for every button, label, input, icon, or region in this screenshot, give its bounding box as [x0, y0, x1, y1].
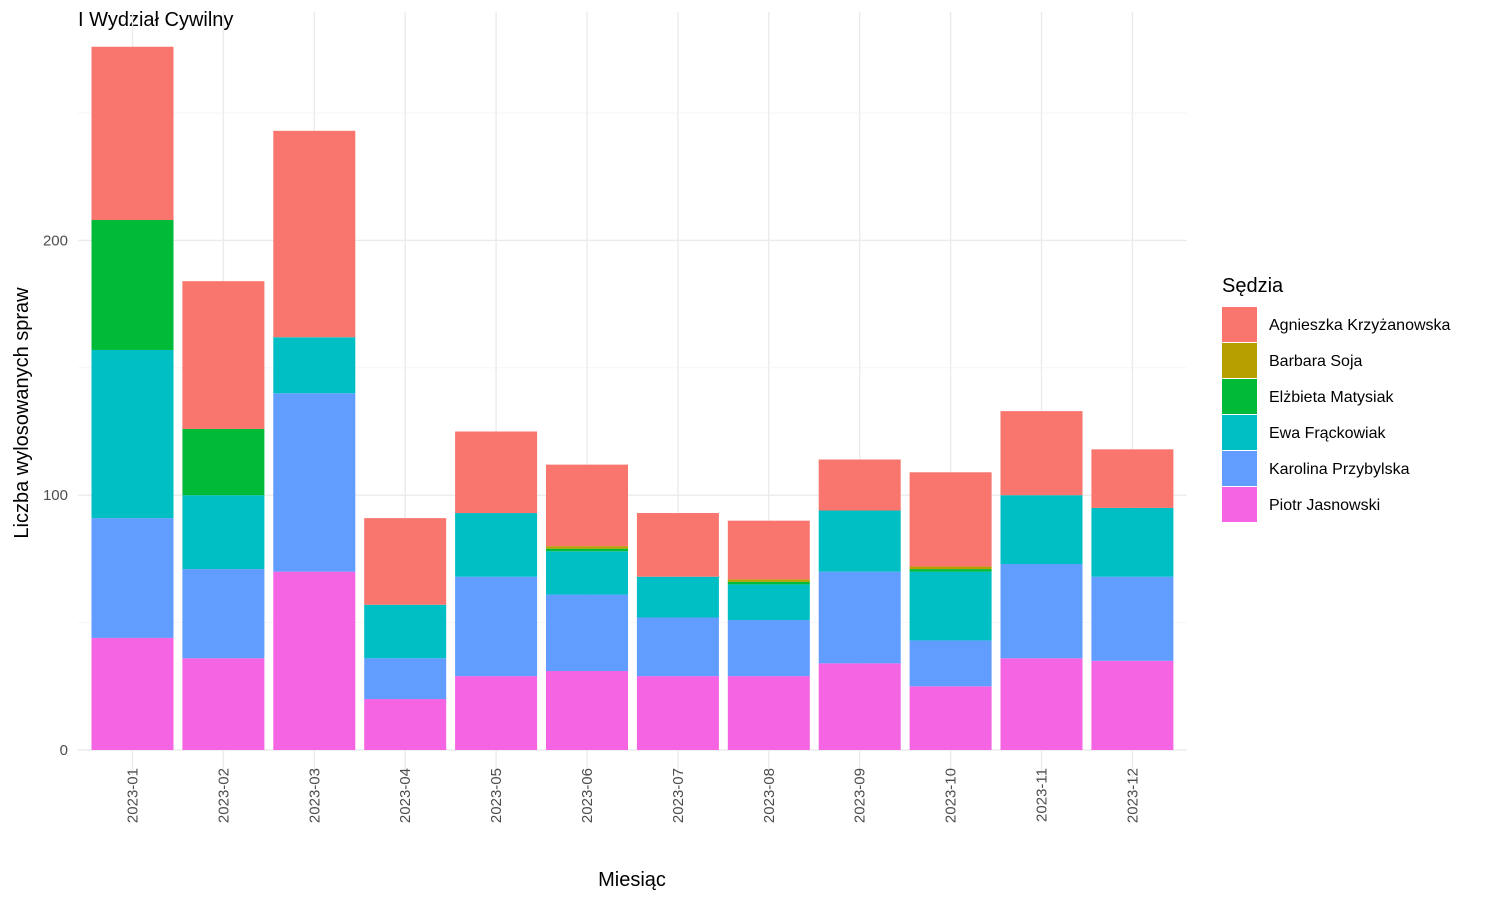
bar-segment — [727, 584, 810, 621]
chart-title: I Wydział Cywilny — [78, 9, 233, 31]
bar-segment — [1000, 658, 1083, 750]
bar-segment — [364, 658, 447, 700]
x-tick-label: 2023-05 — [488, 768, 505, 823]
bar-segment — [273, 130, 356, 338]
bar-segment — [364, 604, 447, 659]
bar-segment — [364, 518, 447, 605]
bar-segment — [636, 676, 719, 750]
legend-key — [1222, 379, 1257, 414]
bar-segment — [727, 676, 810, 750]
x-tick-label: 2023-09 — [852, 768, 869, 823]
x-axis-title: Miesiąc — [598, 869, 666, 891]
bar-segment — [91, 220, 174, 350]
x-tick-label: 2023-12 — [1124, 768, 1141, 823]
bar-segment — [727, 520, 810, 580]
bar-segment — [182, 495, 265, 570]
bar-segment — [1091, 576, 1174, 661]
bar-segment — [727, 581, 810, 585]
bar-segment — [818, 663, 901, 750]
y-axis: 0 100 200 — [43, 232, 68, 759]
x-tick-label: 2023-02 — [215, 768, 232, 823]
bar-segment — [1091, 507, 1174, 577]
bar-segment — [1091, 449, 1174, 508]
x-tick-label: 2023-08 — [761, 768, 778, 823]
legend-key — [1222, 487, 1257, 522]
bar-segment — [182, 281, 265, 429]
bar-segment — [909, 571, 992, 641]
bar-segment — [91, 518, 174, 638]
bar-segment — [818, 459, 901, 511]
bar-segment — [182, 428, 265, 496]
bar-segment — [546, 464, 628, 547]
bar-segment — [1000, 495, 1083, 564]
bar-segment — [546, 548, 628, 552]
x-tick-label: 2023-01 — [125, 768, 142, 823]
bar-segment — [909, 569, 992, 572]
bar-segment — [455, 513, 538, 577]
y-axis-title: Liczba wylosowanych spraw — [11, 287, 33, 539]
bar-segment — [91, 46, 174, 221]
x-tick-label: 2023-11 — [1034, 768, 1051, 822]
legend-label: Agnieszka Krzyżanowska — [1269, 317, 1451, 334]
bar-segment — [91, 349, 174, 519]
bar-segment — [636, 513, 719, 577]
bar-segment — [909, 472, 992, 567]
bar-segment — [636, 576, 719, 618]
legend-label: Elżbieta Matysiak — [1269, 389, 1394, 406]
legend-key — [1222, 415, 1257, 450]
bar-segment — [273, 337, 356, 394]
bar-segment — [546, 546, 628, 549]
y-tick-label: 200 — [43, 232, 68, 249]
bar-segment — [273, 393, 356, 572]
bar-segment — [455, 576, 538, 677]
legend-title: Sędzia — [1222, 275, 1284, 297]
bar-segment — [1000, 411, 1083, 496]
bar-segment — [546, 671, 628, 750]
bars — [91, 46, 1174, 750]
y-tick-label: 100 — [43, 487, 68, 504]
bar-segment — [546, 594, 628, 672]
bar-segment — [727, 579, 810, 582]
bar-segment — [1000, 563, 1083, 659]
bar-segment — [91, 637, 174, 750]
bar-segment — [455, 676, 538, 750]
bar-segment — [818, 571, 901, 664]
legend-key — [1222, 451, 1257, 486]
legend: Sędzia Agnieszka Krzyżanowska Barbara Soj… — [1222, 275, 1451, 522]
legend-label: Ewa Frąckowiak — [1269, 425, 1386, 442]
bar-segment — [1091, 660, 1174, 750]
bar-segment — [727, 620, 810, 677]
bar-segment — [909, 566, 992, 570]
legend-key — [1222, 343, 1257, 378]
bar-segment — [364, 699, 447, 750]
legend-label: Piotr Jasnowski — [1269, 497, 1380, 514]
legend-key — [1222, 307, 1257, 342]
legend-label: Barbara Soja — [1269, 353, 1362, 370]
bar-segment — [909, 686, 992, 750]
x-tick-label: 2023-04 — [397, 768, 414, 823]
bar-segment — [455, 431, 538, 514]
bar-segment — [636, 617, 719, 677]
x-tick-label: 2023-07 — [670, 768, 687, 823]
bar-segment — [182, 569, 265, 659]
x-tick-label: 2023-06 — [579, 768, 596, 823]
bar-segment — [182, 658, 265, 750]
bar-segment — [909, 640, 992, 687]
x-axis: 2023-01 2023-02 2023-03 2023-04 2023-05 2023-… — [125, 768, 1142, 823]
y-tick-label: 0 — [60, 742, 68, 759]
bar-segment — [273, 571, 356, 750]
bar-segment — [546, 551, 628, 595]
legend-label: Karolina Przybylska — [1269, 461, 1410, 478]
bar-segment — [818, 510, 901, 572]
x-tick-label: 2023-03 — [306, 768, 323, 823]
x-tick-label: 2023-10 — [943, 768, 960, 823]
